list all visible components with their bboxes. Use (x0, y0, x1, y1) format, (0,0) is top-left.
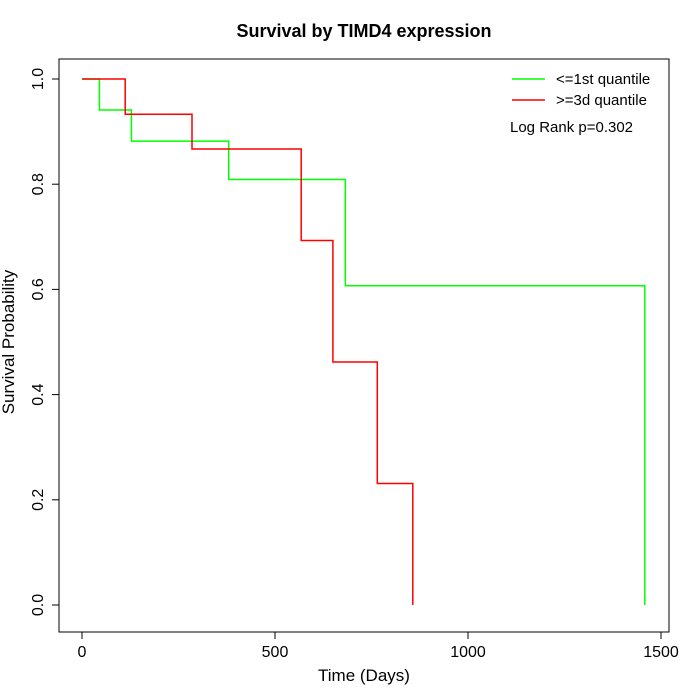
y-tick-label: 0.0 (30, 594, 47, 616)
x-tick-label: 1000 (450, 644, 486, 661)
y-axis: 0.0 0.2 0.4 0.6 0.8 1.0 (30, 68, 60, 616)
y-tick-label: 0.2 (30, 489, 47, 511)
y-tick-label: 0.8 (30, 173, 47, 195)
chart-title: Survival by TIMD4 expression (236, 21, 491, 41)
survival-curve-2 (82, 78, 414, 605)
x-axis-label: Time (Days) (318, 666, 410, 685)
x-tick-label: 1500 (643, 644, 679, 661)
legend-label: >=3d quantile (556, 92, 647, 109)
x-tick-label: 0 (78, 644, 87, 661)
x-axis: 0 500 1000 1500 (78, 631, 679, 661)
log-rank-annotation: Log Rank p=0.302 (510, 119, 633, 136)
y-tick-label: 0.4 (30, 383, 47, 405)
y-tick-label: 1.0 (30, 68, 47, 90)
x-tick-label: 500 (262, 644, 289, 661)
legend: <=1st quantile >=3d quantile (512, 71, 650, 109)
survival-curve-1 (82, 78, 646, 605)
y-tick-label: 0.6 (30, 278, 47, 300)
y-axis-label: Survival Probability (0, 269, 18, 414)
legend-label: <=1st quantile (556, 71, 650, 88)
series-layer (82, 78, 646, 605)
